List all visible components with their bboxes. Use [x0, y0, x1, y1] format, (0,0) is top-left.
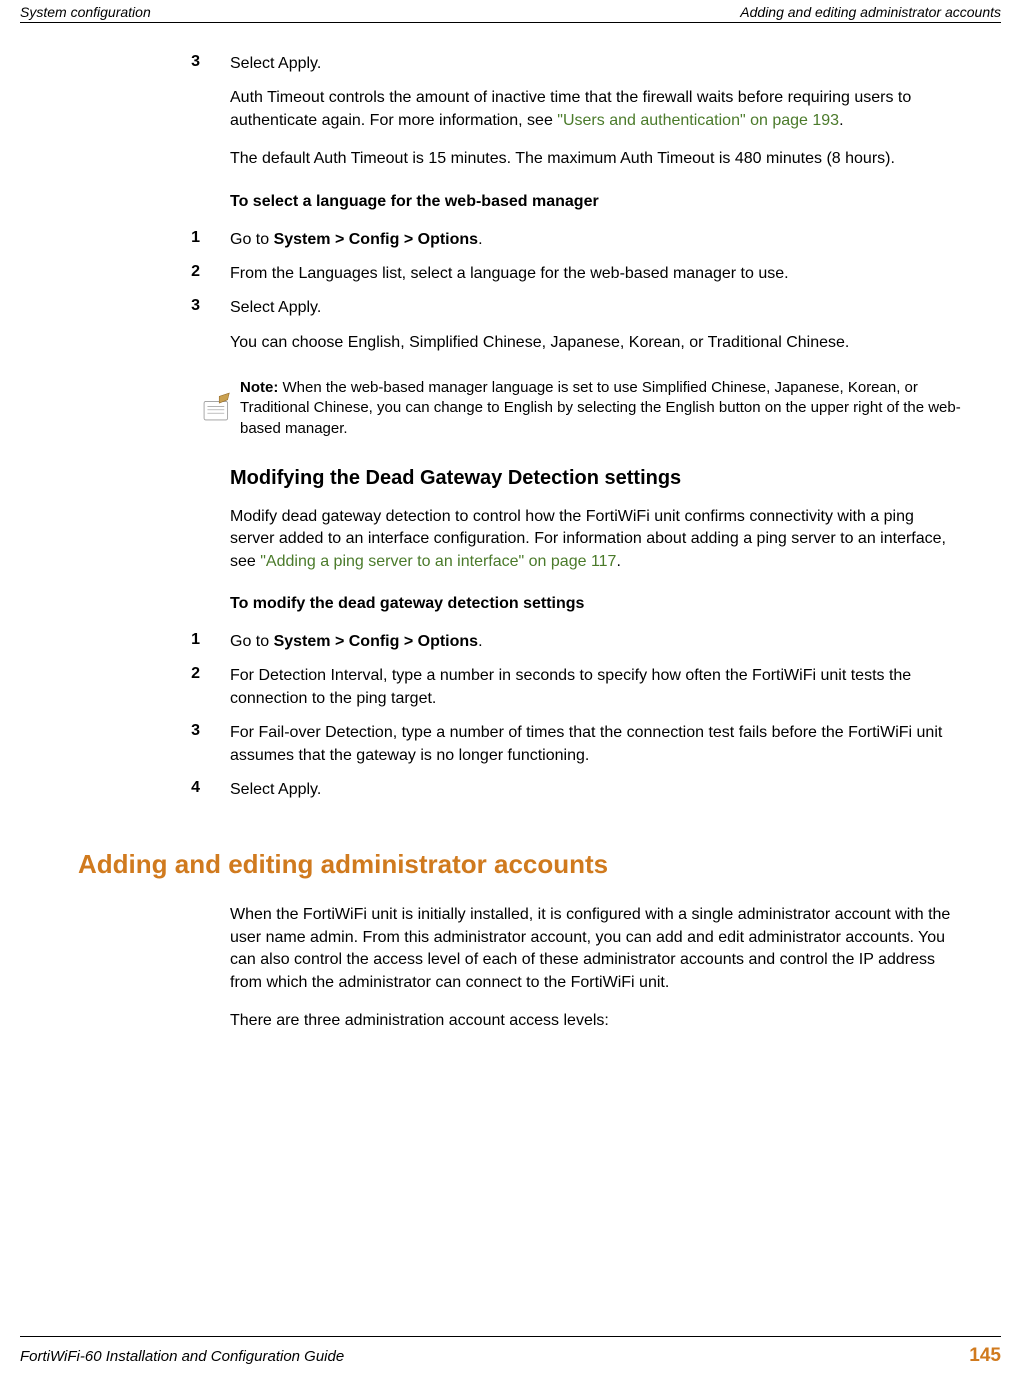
text-fragment: Go to — [230, 231, 274, 248]
step-number: 4 — [60, 779, 230, 801]
step-text: Select Apply. — [230, 53, 961, 75]
note-body: Note: When the web-based manager languag… — [240, 378, 961, 439]
procedure-heading: To modify the dead gateway detection set… — [230, 595, 961, 613]
body-paragraph: When the FortiWiFi unit is initially ins… — [230, 904, 961, 994]
header-right: Adding and editing administrator account… — [740, 4, 1001, 20]
step-text: Go to System > Config > Options. — [230, 631, 961, 653]
footer-title: FortiWiFi-60 Installation and Configurat… — [20, 1348, 344, 1365]
note-icon — [190, 378, 240, 439]
procedure-heading: To select a language for the web-based m… — [230, 193, 961, 211]
body-paragraph: Modify dead gateway detection to control… — [230, 506, 961, 573]
cross-reference-link[interactable]: "Adding a ping server to an interface" o… — [260, 553, 616, 570]
body-paragraph: The default Auth Timeout is 15 minutes. … — [230, 148, 961, 170]
step-number: 2 — [60, 665, 230, 710]
cross-reference-link[interactable]: "Users and authentication" on page 193 — [557, 112, 839, 129]
body-paragraph: Auth Timeout controls the amount of inac… — [230, 87, 961, 132]
step-text: Select Apply. — [230, 779, 961, 801]
text-fragment: . — [478, 231, 482, 248]
step-number: 3 — [60, 722, 230, 767]
text-fragment: . — [478, 633, 482, 650]
note-label: Note: — [240, 379, 283, 396]
note-text: When the web-based manager language is s… — [240, 379, 961, 437]
step-number: 1 — [60, 631, 230, 653]
menu-path: System > Config > Options — [274, 633, 478, 650]
body-paragraph: There are three administration account a… — [230, 1010, 961, 1032]
step-text: For Fail-over Detection, type a number o… — [230, 722, 961, 767]
text-fragment: . — [616, 553, 620, 570]
page-number: 145 — [969, 1345, 1001, 1367]
step-text: Go to System > Config > Options. — [230, 229, 961, 251]
text-fragment: . — [839, 112, 843, 129]
text-fragment: Go to — [230, 633, 274, 650]
step-text: For Detection Interval, type a number in… — [230, 665, 961, 710]
step-number: 3 — [60, 53, 230, 75]
menu-path: System > Config > Options — [274, 231, 478, 248]
section-title: Modifying the Dead Gateway Detection set… — [230, 467, 961, 490]
header-left: System configuration — [20, 4, 151, 20]
step-text: Select Apply. — [230, 297, 961, 319]
step-number: 1 — [60, 229, 230, 251]
step-number: 2 — [60, 263, 230, 285]
main-heading: Adding and editing administrator account… — [78, 849, 961, 880]
step-text: From the Languages list, select a langua… — [230, 263, 961, 285]
body-paragraph: You can choose English, Simplified Chine… — [230, 332, 961, 354]
step-number: 3 — [60, 297, 230, 319]
